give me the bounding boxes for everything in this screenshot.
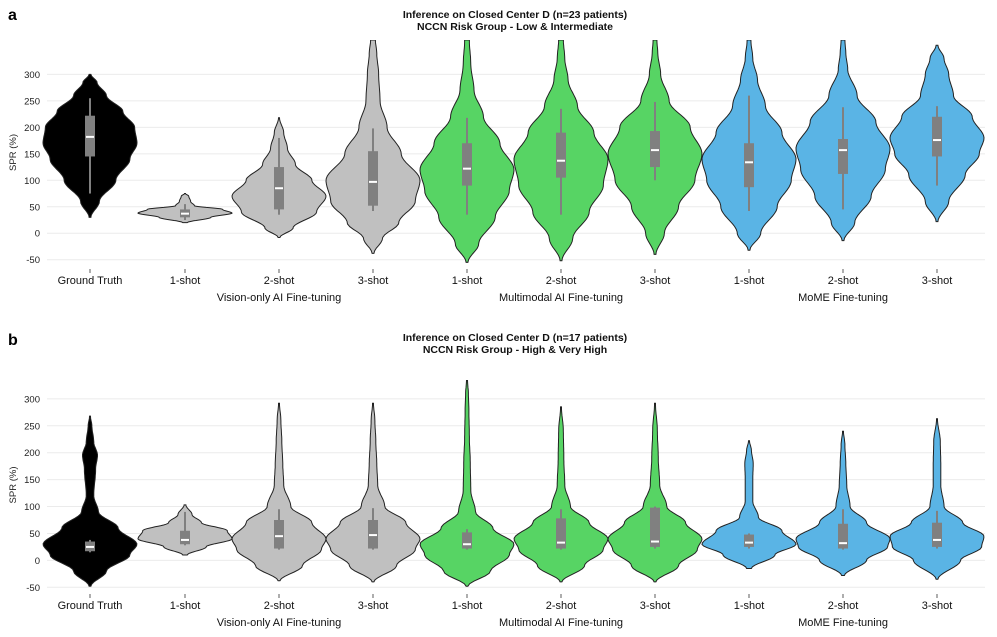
y-tick-label: 50 [29, 202, 40, 213]
y-tick-label: 200 [24, 448, 40, 459]
violin-iqr-box [462, 143, 472, 186]
x-tick-label: 2-shot [546, 275, 577, 287]
panel-label: b [8, 332, 18, 349]
violin-iqr-box [838, 139, 848, 174]
violin-iqr-box [932, 116, 942, 157]
y-tick-label: 150 [24, 149, 40, 160]
x-tick-label: 1-shot [734, 600, 765, 612]
y-tick-label: 250 [24, 96, 40, 107]
violin-iqr-box [838, 523, 848, 549]
chart-title: Inference on Closed Center D (n=23 patie… [403, 9, 627, 21]
violin-body [607, 402, 703, 583]
x-tick-label: 3-shot [358, 275, 389, 287]
x-tick-label: 1-shot [170, 600, 201, 612]
y-axis-label: SPR (%) [8, 134, 19, 171]
group-label: Multimodal AI Fine-tuning [499, 617, 623, 629]
y-tick-label: 250 [24, 421, 40, 432]
x-tick-label: 2-shot [546, 600, 577, 612]
y-tick-label: 300 [24, 394, 40, 405]
x-tick-label: 3-shot [922, 600, 953, 612]
violin-iqr-box [744, 143, 754, 188]
chart-subtitle: NCCN Risk Group - High & Very High [423, 344, 607, 356]
y-tick-label: 150 [24, 475, 40, 486]
group-label: Vision-only AI Fine-tuning [217, 292, 342, 304]
group-label: MoME Fine-tuning [798, 292, 888, 304]
violin-body [889, 418, 985, 580]
violin-body [419, 380, 515, 587]
x-tick-label: 2-shot [828, 600, 859, 612]
group-label: Vision-only AI Fine-tuning [217, 617, 342, 629]
group-label: Multimodal AI Fine-tuning [499, 292, 623, 304]
panel-label: a [8, 7, 17, 24]
y-tick-label: 100 [24, 502, 40, 513]
group-label: MoME Fine-tuning [798, 617, 888, 629]
violin-body [231, 402, 327, 582]
violin-body [325, 402, 421, 583]
x-tick-label: 2-shot [828, 275, 859, 287]
violin-iqr-box [556, 518, 566, 549]
x-tick-label: 3-shot [640, 275, 671, 287]
x-tick-label: Ground Truth [58, 275, 123, 287]
y-tick-label: 100 [24, 176, 40, 187]
y-tick-label: 200 [24, 123, 40, 134]
violin-iqr-box [650, 131, 660, 168]
y-tick-label: 0 [35, 556, 40, 567]
violin-iqr-box [368, 151, 378, 206]
chart-subtitle: NCCN Risk Group - Low & Intermediate [417, 21, 613, 33]
violin-body [42, 415, 138, 587]
violin-iqr-box [462, 532, 472, 549]
violin-iqr-box [274, 520, 284, 549]
violin-iqr-box [932, 522, 942, 547]
x-tick-label: 1-shot [170, 275, 201, 287]
violin-iqr-box [650, 507, 660, 547]
y-tick-label: 300 [24, 70, 40, 81]
violin-body [701, 440, 797, 569]
x-tick-label: 3-shot [922, 275, 953, 287]
x-tick-label: 3-shot [358, 600, 389, 612]
violin-iqr-box [744, 534, 754, 547]
violin-body [795, 430, 891, 576]
x-tick-label: Ground Truth [58, 600, 123, 612]
y-tick-label: -50 [26, 255, 40, 266]
violin-iqr-box [556, 132, 566, 178]
x-tick-label: 2-shot [264, 275, 295, 287]
y-tick-label: 50 [29, 529, 40, 540]
y-tick-label: 0 [35, 229, 40, 240]
x-tick-label: 2-shot [264, 600, 295, 612]
x-tick-label: 1-shot [452, 275, 483, 287]
y-axis-label: SPR (%) [8, 467, 19, 504]
x-tick-label: 1-shot [734, 275, 765, 287]
violin-iqr-box [180, 530, 190, 545]
violin-body [513, 406, 609, 583]
chart-title: Inference on Closed Center D (n=17 patie… [403, 332, 627, 344]
x-tick-label: 1-shot [452, 600, 483, 612]
y-tick-label: -50 [26, 583, 40, 594]
x-tick-label: 3-shot [640, 600, 671, 612]
